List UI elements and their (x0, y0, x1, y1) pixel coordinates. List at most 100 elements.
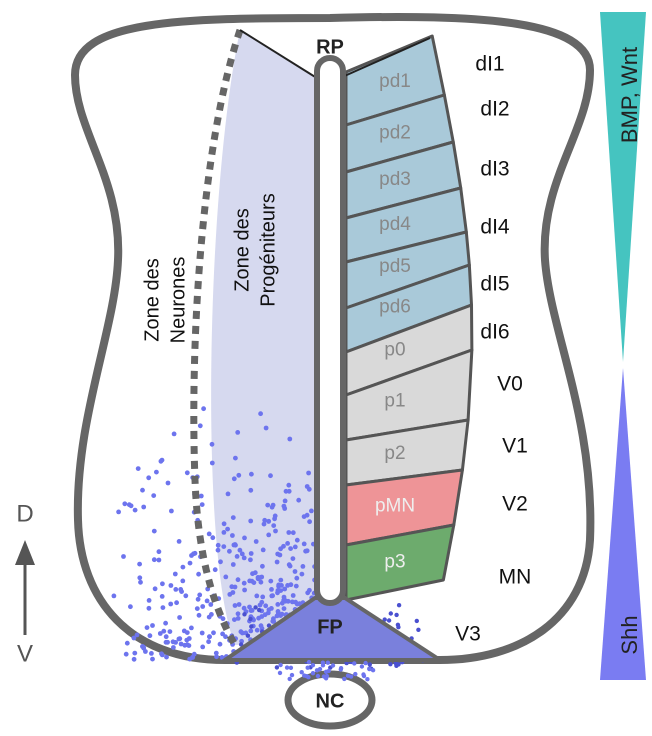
cell-dot (299, 571, 305, 577)
cell-dot (123, 651, 129, 657)
cell-dot (266, 532, 272, 538)
cell-dot (286, 488, 292, 494)
cell-dot (164, 654, 169, 660)
cell-dot (260, 563, 265, 569)
cell-dot (260, 547, 266, 553)
progenitor-zone-label: Zone des Progéniteurs (231, 193, 279, 306)
cell-dot (171, 431, 177, 437)
cell-dot (230, 562, 236, 567)
cell-dot (238, 629, 244, 635)
cell-dot (219, 655, 225, 660)
notochord-label: NC (316, 690, 345, 712)
cell-dot (196, 571, 202, 577)
cell-dot (198, 493, 204, 499)
cell-dot (260, 594, 266, 600)
cell-dot (309, 508, 314, 514)
cell-dot (176, 539, 182, 544)
cell-dot (248, 518, 254, 524)
cell-dot (111, 593, 117, 599)
cell-dot (195, 596, 201, 602)
cell-dot (286, 482, 292, 488)
cell-dot (268, 473, 273, 479)
cell-dot (286, 530, 292, 535)
cell-dot (279, 583, 284, 588)
cell-dot (138, 579, 143, 585)
cell-dot (221, 544, 227, 549)
cell-dot (367, 662, 372, 667)
cell-dot (286, 562, 292, 568)
cell-dot (416, 627, 421, 632)
cell-dot (282, 586, 288, 592)
neuron-type-label: V0 (497, 373, 523, 396)
central-canal (314, 55, 346, 606)
cell-dot (178, 587, 184, 592)
cell-dot (258, 411, 263, 417)
cell-dot (199, 630, 205, 636)
cell-dot (266, 519, 271, 524)
cell-dot (221, 530, 227, 535)
cell-dot (278, 588, 284, 593)
neuron-type-label: dI1 (475, 53, 504, 76)
cell-dot (359, 664, 365, 669)
cell-dot (151, 528, 157, 534)
cell-dot (239, 551, 245, 557)
cell-dot (189, 553, 194, 558)
cell-dot (232, 584, 238, 590)
cell-dot (168, 583, 174, 588)
cell-dot (237, 547, 243, 553)
cell-dot (253, 605, 258, 610)
cell-dot (296, 497, 302, 503)
cell-dot (248, 628, 254, 634)
cell-dot (194, 606, 200, 611)
cell-dot (227, 548, 232, 554)
cell-dot (169, 508, 174, 514)
cell-dot (134, 632, 140, 638)
cell-dot (177, 636, 183, 642)
cell-dot (151, 493, 157, 498)
cell-dot (269, 587, 274, 592)
cell-dot (304, 548, 310, 554)
progenitor-domain-label: pMN (375, 495, 415, 516)
cell-dot (274, 613, 280, 619)
cell-dot (215, 547, 221, 553)
cell-dot (154, 469, 159, 475)
cell-dot (173, 640, 179, 645)
cell-dot (262, 612, 268, 618)
cell-dot (151, 557, 157, 563)
cell-dot (348, 674, 354, 679)
cell-dot (207, 634, 213, 640)
cell-dot (178, 641, 184, 647)
cell-dot (310, 671, 316, 676)
cell-dot (233, 455, 238, 461)
cell-dot (172, 571, 178, 577)
cell-dot (353, 671, 358, 677)
cell-dot (290, 599, 295, 605)
cell-dot (218, 559, 223, 565)
cell-dot (242, 535, 247, 541)
cell-dot (252, 570, 258, 576)
cell-dot (258, 579, 264, 585)
cell-dot (288, 582, 294, 588)
cell-dot (307, 519, 312, 525)
cell-dot (254, 627, 260, 633)
cell-dot (197, 423, 203, 429)
cell-dot (144, 625, 150, 630)
cell-dot (301, 514, 307, 519)
cell-dot (137, 575, 143, 581)
cell-dot (301, 541, 307, 547)
cell-dot (220, 616, 226, 622)
cell-dot (262, 517, 268, 523)
cell-dot (185, 642, 190, 648)
cell-dot (128, 503, 134, 509)
cell-dot (156, 557, 162, 563)
progenitor-zone (211, 30, 320, 645)
cell-dot (124, 640, 130, 646)
cell-dot (248, 616, 253, 622)
cell-dot (215, 542, 221, 548)
cell-dot (388, 662, 393, 667)
progenitor-domain-label: pd1 (379, 71, 411, 92)
cell-dot (189, 625, 194, 631)
cell-dot (290, 593, 296, 598)
cell-dot (230, 533, 235, 538)
